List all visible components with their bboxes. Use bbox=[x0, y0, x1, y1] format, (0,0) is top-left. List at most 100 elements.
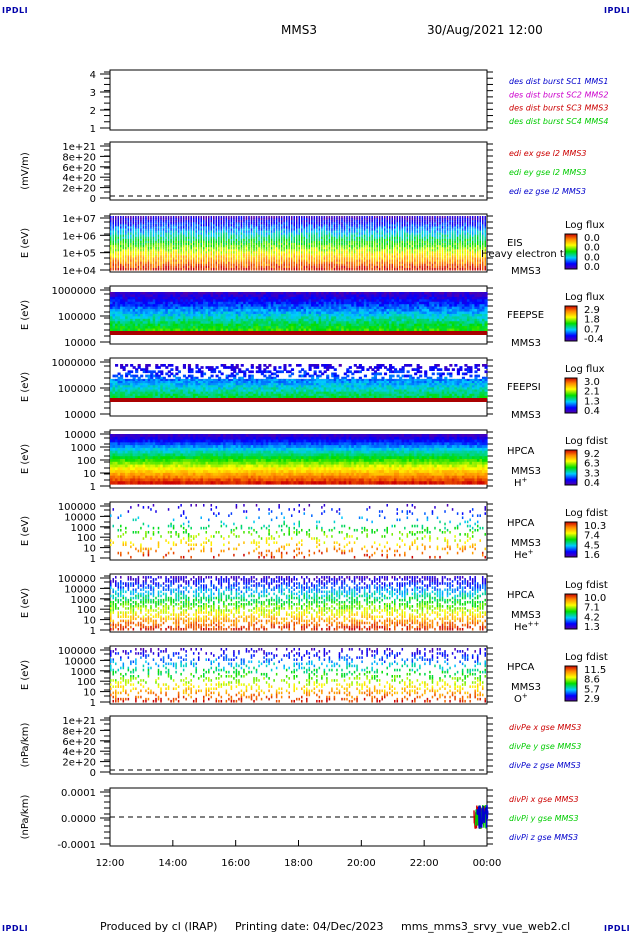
heatmap-cell bbox=[444, 268, 446, 271]
heatmap-cell bbox=[457, 268, 459, 271]
heatmap-cell bbox=[464, 268, 466, 271]
heatmap-cell bbox=[462, 268, 464, 271]
heatmap-cell bbox=[394, 268, 396, 271]
y-axis-label: E (eV) bbox=[20, 228, 31, 258]
legend-entry: edi ez gse l2 MMS3 bbox=[509, 187, 586, 196]
heatmap-cell bbox=[412, 268, 414, 271]
heatmap-cell bbox=[231, 268, 233, 271]
y-tick-label: 1e+06 bbox=[62, 231, 96, 242]
heatmap-cell bbox=[304, 268, 306, 271]
y-tick-label: 6e+20 bbox=[62, 163, 96, 174]
heatmap-cell bbox=[354, 268, 356, 271]
heatmap-cell bbox=[180, 268, 182, 271]
panel-frame bbox=[110, 70, 487, 130]
heatmap-cell bbox=[175, 268, 177, 271]
heatmap-cell bbox=[379, 268, 381, 271]
heatmap-cell bbox=[432, 268, 434, 271]
y-tick-label: 100000 bbox=[58, 312, 96, 323]
heatmap-cell bbox=[344, 268, 346, 271]
heatmap-cell bbox=[276, 268, 278, 271]
heatmap-cell bbox=[123, 268, 125, 271]
heatmap-cell bbox=[404, 268, 406, 271]
heatmap-cell bbox=[173, 268, 175, 271]
heatmap-cell bbox=[427, 268, 429, 271]
heatmap-cell bbox=[301, 268, 303, 271]
legend-entry: edi ex gse l2 MMS3 bbox=[509, 149, 587, 158]
heatmap-cell bbox=[183, 268, 185, 271]
y-axis-label: E (eV) bbox=[20, 300, 31, 330]
heatmap-cell bbox=[195, 268, 197, 271]
heatmap-cell bbox=[236, 268, 238, 271]
heatmap-cell bbox=[158, 268, 160, 271]
legend-entry: des dist burst SC3 MMS3 bbox=[509, 104, 608, 113]
y-tick-label: 1e+21 bbox=[62, 142, 96, 153]
heatmap-cell bbox=[246, 268, 248, 271]
heatmap-cell bbox=[268, 268, 270, 271]
heatmap-cell bbox=[143, 268, 145, 271]
colorbar-tick-label: 0.0 bbox=[584, 262, 600, 273]
heatmap-cell bbox=[459, 268, 461, 271]
heatmap-cell bbox=[218, 268, 220, 271]
heatmap-cell bbox=[381, 268, 383, 271]
heatmap-cell bbox=[130, 268, 132, 271]
heatmap-cell bbox=[376, 268, 378, 271]
heatmap-cell bbox=[155, 268, 157, 271]
heatmap-cell bbox=[409, 268, 411, 271]
heatmap-cell bbox=[356, 268, 358, 271]
heatmap-cell bbox=[133, 268, 135, 271]
heatmap-cell bbox=[334, 268, 336, 271]
y-axis-label: (mV/m) bbox=[20, 152, 31, 190]
heatmap-cell bbox=[364, 268, 366, 271]
heatmap-cell bbox=[472, 268, 474, 271]
heatmap-cell bbox=[258, 268, 260, 271]
heatmap-cell bbox=[349, 268, 351, 271]
heatmap-cell bbox=[188, 268, 190, 271]
heatmap-cell bbox=[241, 268, 243, 271]
heatmap-cell bbox=[447, 268, 449, 271]
heatmap-cell bbox=[306, 268, 308, 271]
heatmap-cell bbox=[153, 268, 155, 271]
heatmap-cell bbox=[319, 268, 321, 271]
heatmap-cell bbox=[414, 268, 416, 271]
y-tick-label: 4 bbox=[90, 70, 96, 81]
heatmap-cell bbox=[339, 268, 341, 271]
heatmap-cell bbox=[248, 268, 250, 271]
heatmap-cell bbox=[316, 268, 318, 271]
heatmap-cell bbox=[203, 268, 205, 271]
heatmap-cell bbox=[193, 268, 195, 271]
heatmap-cell bbox=[228, 268, 230, 271]
heatmap-cell bbox=[253, 268, 255, 271]
heatmap-cell bbox=[329, 268, 331, 271]
heatmap-cell bbox=[341, 268, 343, 271]
heatmap-cell bbox=[359, 268, 361, 271]
heatmap-cell bbox=[386, 268, 388, 271]
heatmap-cell bbox=[296, 268, 298, 271]
heatmap-cell bbox=[261, 268, 263, 271]
y-tick-label: 8e+20 bbox=[62, 152, 96, 163]
y-tick-label: 1 bbox=[90, 124, 96, 135]
heatmap-cell bbox=[198, 268, 200, 271]
heatmap-cell bbox=[371, 268, 373, 271]
heatmap-cell bbox=[163, 268, 165, 271]
colorbar-title: Log flux bbox=[565, 220, 605, 231]
heatmap-cell bbox=[266, 268, 268, 271]
heatmap-cell bbox=[366, 268, 368, 271]
legend-entry: des dist burst SC1 MMS1 bbox=[509, 77, 608, 86]
panel-frame bbox=[110, 142, 487, 200]
heatmap-cell bbox=[361, 268, 363, 271]
heatmap-cell bbox=[286, 268, 288, 271]
heatmap-cell bbox=[238, 268, 240, 271]
spacecraft-label: MMS3 bbox=[511, 266, 541, 277]
heatmap-cell bbox=[256, 268, 258, 271]
heatmap-cell bbox=[452, 268, 454, 271]
y-tick-label: 3 bbox=[90, 88, 96, 99]
heatmap-cell bbox=[115, 268, 117, 271]
heatmap-cell bbox=[321, 268, 323, 271]
heatmap-cell bbox=[469, 268, 471, 271]
heatmap-cell bbox=[226, 268, 228, 271]
y-tick-label: 0 bbox=[90, 194, 96, 205]
heatmap-cell bbox=[311, 268, 313, 271]
heatmap-cell bbox=[160, 268, 162, 271]
